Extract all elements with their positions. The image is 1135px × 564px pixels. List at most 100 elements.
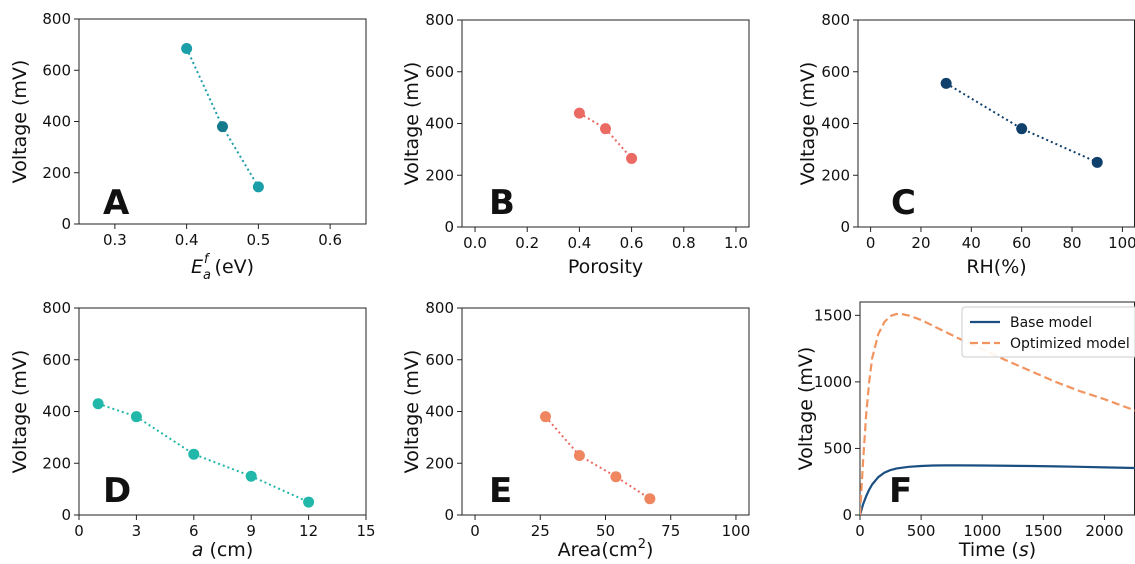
- x-axis-label: RH(%): [966, 256, 1026, 278]
- y-tick-label: 500: [823, 439, 852, 457]
- x-tick-label: 2000: [1085, 522, 1123, 540]
- x-tick-label: 100: [722, 522, 751, 540]
- panel-D-radius-chart: 0 3 6 9 12 15 0 200 400 600 800 Voltage (mV) a (cm) D: [9, 299, 376, 561]
- x-axis-label: Area(cm2): [558, 537, 654, 560]
- y-tick-label: 600: [425, 63, 454, 81]
- y-tick-label: 0: [444, 506, 454, 524]
- y-tick-label: 200: [425, 454, 454, 472]
- y-tick-label: 400: [42, 113, 71, 131]
- trend-line: [97, 402, 310, 503]
- y-axis-label: Voltage (mV): [9, 60, 31, 184]
- optimized-model-line: [860, 312, 1135, 515]
- legend-label: Optimized model: [1010, 336, 1130, 352]
- panel-letter: A: [103, 183, 130, 223]
- y-tick-label: 200: [425, 166, 454, 184]
- data-point: [1016, 123, 1028, 135]
- x-tick-label: 0.8: [672, 234, 696, 252]
- y-tick-label: 1500: [814, 306, 852, 324]
- x-axis-label: Porosity: [568, 256, 643, 278]
- x-tick-label: 6: [189, 522, 199, 540]
- x-tick-label: 12: [299, 522, 318, 540]
- x-tick-label: 0.6: [318, 231, 342, 249]
- x-tick-label: 15: [356, 522, 375, 540]
- data-point: [217, 121, 228, 133]
- x-tick-label: 0.4: [567, 234, 591, 252]
- y-tick-label: 0: [61, 215, 71, 233]
- x-axis-label: Time (s): [958, 539, 1036, 560]
- x-tick-label: 0.0: [463, 234, 487, 252]
- data-layer: [92, 398, 315, 508]
- data-layer: [181, 42, 264, 193]
- data-point: [181, 42, 193, 54]
- panel-E-area-chart: 0 25 50 75 100 0 200 400 600 800 Voltage (mV) Area(…: [401, 299, 751, 561]
- data-point: [644, 493, 656, 505]
- x-tick-label: 0.2: [515, 234, 539, 252]
- data-point: [188, 448, 200, 460]
- trend-line: [945, 82, 1098, 164]
- y-tick-label: 0: [840, 218, 850, 236]
- y-tick-label: 800: [42, 10, 71, 28]
- data-point: [245, 470, 257, 482]
- panel-letter: E: [489, 471, 512, 511]
- data-point: [573, 107, 585, 119]
- panel-B-porosity-chart: 0.0 0.2 0.4 0.6 0.8 1.0 0 200 400 600 800 Voltage (…: [401, 11, 750, 278]
- y-tick-label: 0: [61, 506, 71, 524]
- legend-label: Base model: [1010, 315, 1092, 331]
- y-tick-label: 200: [42, 164, 71, 182]
- trend-line: [185, 48, 260, 188]
- data-layer: [940, 77, 1103, 168]
- x-tick-label: 0.4: [175, 231, 199, 249]
- panel-letter: B: [489, 183, 515, 223]
- y-axis-label: Voltage (mV): [401, 62, 423, 186]
- x-axis-label: a (cm): [192, 539, 253, 560]
- x-tick-label: 1500: [1024, 522, 1062, 540]
- panel-A-ea-chart: 0.3 0.4 0.5 0.6 0 200 400 600 800 Voltage (mV) Eaf…: [9, 10, 367, 283]
- x-tick-label: 100: [1108, 234, 1135, 252]
- x-tick-label: 0: [470, 522, 480, 540]
- data-point: [573, 449, 585, 461]
- x-tick-label: 75: [661, 522, 680, 540]
- x-tick-label: 40: [962, 234, 981, 252]
- y-axis-label: Voltage (mV): [9, 350, 31, 474]
- x-tick-label: 25: [531, 522, 550, 540]
- x-tick-label: 1.0: [724, 234, 748, 252]
- x-tick-label: 1000: [963, 522, 1001, 540]
- x-tick-label: 0: [866, 234, 876, 252]
- x-tick-label: 60: [1012, 234, 1031, 252]
- y-tick-label: 800: [821, 11, 850, 29]
- x-tick-label: 0.6: [620, 234, 644, 252]
- panel-letter: D: [103, 471, 131, 511]
- y-axis-label: Voltage (mV): [401, 350, 423, 474]
- x-tick-label: 500: [907, 522, 936, 540]
- y-tick-label: 200: [42, 454, 71, 472]
- panel-C-rh-chart: 0 20 40 60 80 100 0 200 400 600 800 Voltage (mV) RH(…: [797, 11, 1135, 278]
- y-tick-label: 600: [425, 351, 454, 369]
- x-tick-label: 20: [911, 234, 930, 252]
- legend-box: [961, 306, 1135, 358]
- x-axis-label: Eaf (eV): [191, 252, 254, 283]
- y-tick-label: 800: [425, 11, 454, 29]
- y-tick-label: 0: [444, 218, 454, 236]
- y-tick-label: 400: [425, 403, 454, 421]
- data-layer: [573, 107, 638, 164]
- y-tick-label: 800: [42, 299, 71, 317]
- data-point: [303, 496, 315, 508]
- y-tick-label: 400: [42, 403, 71, 421]
- x-tick-label: 0: [74, 522, 84, 540]
- data-point: [1091, 156, 1103, 168]
- y-axis-label: Voltage (mV): [795, 347, 817, 471]
- data-layer: [539, 411, 656, 505]
- data-point: [626, 152, 638, 164]
- y-tick-label: 600: [821, 63, 850, 81]
- y-axis-label: Voltage (mV): [797, 62, 819, 186]
- x-tick-label: 0.3: [103, 231, 127, 249]
- trend-line: [544, 416, 651, 500]
- x-tick-label: 9: [246, 522, 256, 540]
- base-model-line: [860, 464, 1135, 515]
- data-point: [940, 77, 952, 89]
- data-point: [600, 123, 611, 135]
- data-point: [539, 411, 551, 423]
- y-tick-label: 400: [425, 115, 454, 133]
- y-tick-label: 200: [821, 166, 850, 184]
